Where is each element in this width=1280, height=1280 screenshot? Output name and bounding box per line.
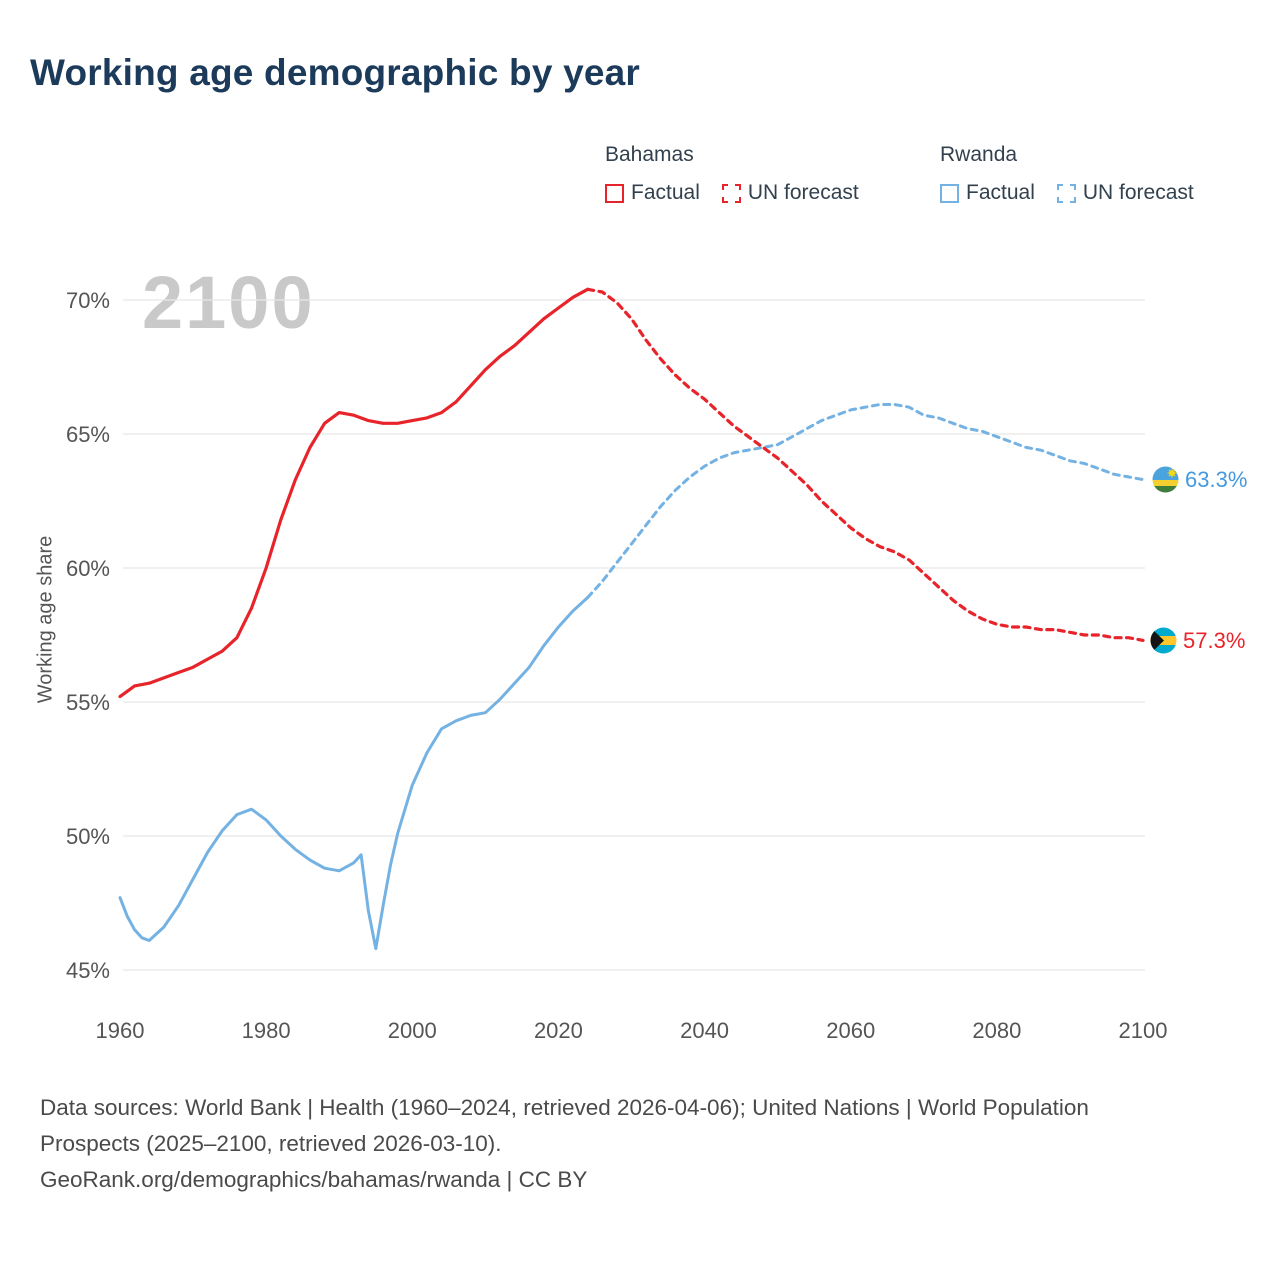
rwanda-flag-icon (1152, 466, 1179, 493)
data-sources-text: Data sources: World Bank | Health (1960–… (40, 1095, 1089, 1156)
legend-label: Factual (966, 181, 1035, 204)
end-label-bahamas: 57.3% (1150, 627, 1245, 654)
x-tick-label: 1960 (96, 1018, 145, 1043)
y-tick-label: 70% (66, 288, 110, 313)
y-tick-label: 50% (66, 824, 110, 849)
y-tick-label: 65% (66, 422, 110, 447)
legend-item-bahamas-forecast: UN forecast (721, 181, 859, 205)
chart-canvas: 45% 50% 55% 60% 65% 70% 1960 1980 2000 2020 2040 20… (66, 287, 1168, 1043)
series-line-rwanda-factual (118, 596, 590, 951)
bahamas-flag-icon (1150, 627, 1177, 654)
legend-group-bahamas: Bahamas Factual UN forecast (605, 143, 881, 205)
bahamas-end-value: 57.3% (1183, 627, 1246, 653)
legend-swatch-dashed-red-icon (721, 183, 741, 203)
legend-item-rwanda-forecast: UN forecast (1056, 181, 1194, 205)
x-tick-label: 2040 (680, 1018, 729, 1043)
series-line-rwanda-un-forecast (586, 403, 1145, 599)
y-tick-label: 60% (66, 556, 110, 581)
legend-swatch-solid-red-icon (605, 183, 624, 203)
series-line-bahamas-un-forecast (586, 287, 1145, 643)
footer: Data sources: World Bank | Health (1960–… (40, 1090, 1130, 1198)
legend-swatch-solid-blue-icon (940, 183, 959, 203)
series-line-bahamas-factual (118, 287, 590, 699)
x-tick-label: 2020 (534, 1018, 583, 1043)
x-tick-label: 2080 (972, 1018, 1021, 1043)
page-title: Working age demographic by year (30, 52, 641, 93)
legend-header-rwanda: Rwanda (940, 143, 1018, 166)
x-tick-label: 2000 (388, 1018, 437, 1043)
legend-swatch-dashed-blue-icon (1056, 183, 1076, 203)
legend-item-rwanda-factual: Factual (940, 181, 1035, 205)
end-label-rwanda: 63.3% (1152, 466, 1247, 493)
legend-row-rwanda: Factual UN forecast (940, 181, 1216, 205)
legend-header-bahamas: Bahamas (605, 143, 694, 166)
x-tick-label: 2060 (826, 1018, 875, 1043)
x-tick-label: 1980 (242, 1018, 291, 1043)
attribution-text: GeoRank.org/demographics/bahamas/rwanda … (40, 1167, 588, 1192)
legend-row-bahamas: Factual UN forecast (605, 181, 881, 205)
y-axis-title: Working age share (34, 535, 57, 704)
legend-label: UN forecast (1082, 181, 1194, 204)
x-tick-label: 2100 (1119, 1018, 1168, 1043)
rwanda-end-value: 63.3% (1185, 466, 1248, 492)
legend-item-bahamas-factual: Factual (605, 181, 700, 205)
y-tick-label: 55% (66, 690, 110, 715)
legend-group-rwanda: Rwanda Factual UN forecast (940, 143, 1216, 205)
legend-label: UN forecast (747, 181, 859, 204)
y-tick-label: 45% (66, 958, 110, 983)
legend-label: Factual (631, 181, 700, 204)
watermark-year: 2100 (142, 261, 315, 344)
